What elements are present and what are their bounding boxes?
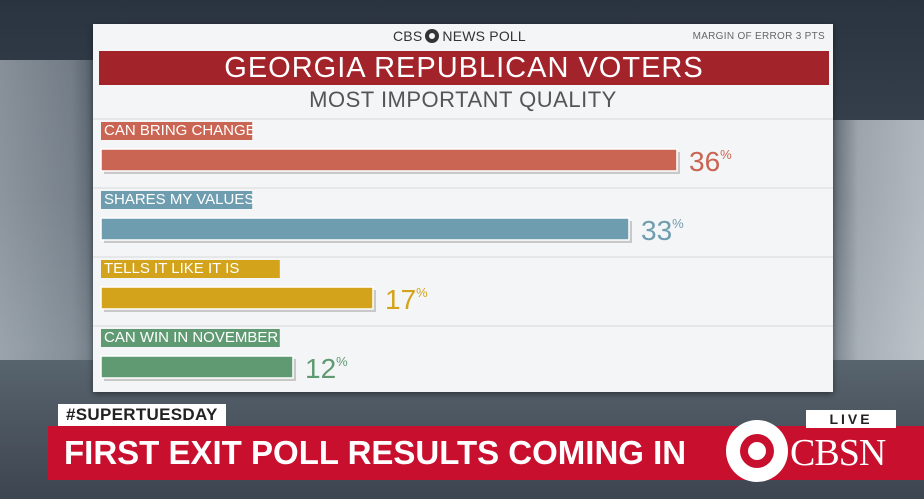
hashtag-tag: #SUPERTUESDAY [58, 404, 226, 426]
category-label: CAN BRING CHANGE [104, 122, 256, 139]
headline-ticker: FIRST EXIT POLL RESULTS COMING IN [48, 426, 728, 480]
poll-header: CBS NEWS POLL MARGIN OF ERROR 3 PTS [93, 24, 833, 48]
network-logo: CBSN [790, 432, 886, 474]
category-label-background [101, 122, 253, 140]
value-unit: % [720, 147, 732, 162]
value-unit: % [336, 354, 348, 369]
chart-subtitle: MOST IMPORTANT QUALITY [309, 87, 617, 112]
value-unit: % [672, 216, 684, 231]
live-badge: LIVE [806, 410, 896, 428]
bar [100, 217, 630, 241]
category-label-background [101, 260, 280, 278]
poll-brand: CBS NEWS POLL [393, 28, 526, 44]
value-label: 17% [385, 284, 428, 315]
margin-of-error: MARGIN OF ERROR 3 PTS [692, 31, 825, 42]
category-label-background [101, 191, 253, 209]
bar-chart: CAN BRING CHANGE 36% SHARES MY VALUES 33% TE… [93, 118, 833, 384]
chart-title: GEORGIA REPUBLICAN VOTERS [99, 51, 829, 85]
poll-brand-cbs: CBS [393, 28, 423, 44]
poll-brand-newspoll: NEWS POLL [442, 28, 526, 44]
value-label: 33% [641, 215, 684, 246]
category-label-background [101, 329, 280, 347]
category-label: SHARES MY VALUES [104, 191, 254, 208]
value-label: 12% [305, 353, 348, 384]
value-label: 36% [689, 146, 732, 177]
poll-board: CBS NEWS POLL MARGIN OF ERROR 3 PTS GEORG… [93, 24, 833, 392]
value-unit: % [416, 285, 428, 300]
bar [100, 286, 374, 310]
bar [100, 355, 294, 379]
cbs-eye-icon [425, 29, 440, 43]
cbs-eye-logo-icon [726, 420, 788, 482]
bar [100, 148, 678, 172]
category-label: CAN WIN IN NOVEMBER [104, 329, 278, 346]
category-label: TELLS IT LIKE IT IS [104, 260, 239, 277]
